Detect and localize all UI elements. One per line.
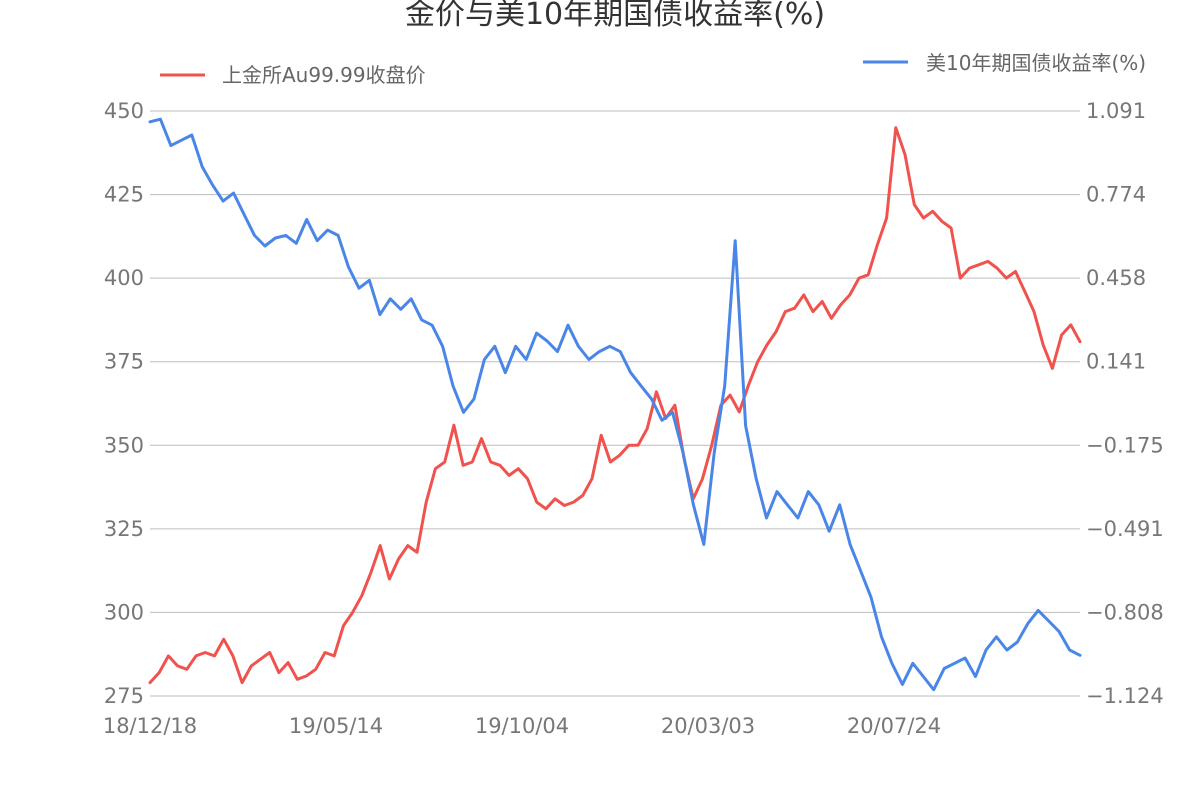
left-tick-label: 325	[104, 517, 144, 541]
left-tick-label: 450	[104, 99, 144, 123]
chart-title: 金价与美10年期国债收益率(%)	[405, 0, 825, 32]
left-axis-ticks: 275 300 325 350 375 400 425 450	[104, 99, 144, 708]
right-tick-label: −0.808	[1086, 600, 1164, 624]
legend-label-gold: 上金所Au99.99收盘价	[222, 63, 426, 87]
left-tick-label: 400	[104, 266, 144, 290]
x-tick-label: 20/03/03	[661, 714, 755, 738]
right-tick-label: 0.774	[1086, 183, 1146, 207]
left-tick-label: 300	[104, 600, 144, 624]
legend-item-yield: 美10年期国债收益率(%)	[863, 51, 1146, 75]
x-tick-label: 19/10/04	[475, 714, 569, 738]
right-tick-label: 0.141	[1086, 350, 1146, 374]
x-axis-ticks: 18/12/18 19/05/14 19/10/04 20/03/03 20/07/24	[103, 714, 941, 738]
right-tick-label: 1.091	[1086, 99, 1146, 123]
right-tick-label: 0.458	[1086, 266, 1146, 290]
right-tick-label: −0.491	[1086, 517, 1164, 541]
series-line-gold	[148, 126, 1082, 685]
x-tick-label: 18/12/18	[103, 714, 197, 738]
x-tick-label: 19/05/14	[289, 714, 383, 738]
x-tick-label: 20/07/24	[847, 714, 941, 738]
gridlines	[150, 110, 1080, 697]
right-tick-label: −0.175	[1086, 433, 1164, 457]
left-tick-label: 425	[104, 183, 144, 207]
legend-item-gold: 上金所Au99.99收盘价	[160, 63, 426, 87]
left-tick-label: 375	[104, 350, 144, 374]
legend-label-yield: 美10年期国债收益率(%)	[926, 51, 1146, 75]
right-tick-label: −1.124	[1086, 684, 1164, 708]
left-tick-label: 350	[104, 433, 144, 457]
series-line-yield	[148, 117, 1082, 692]
left-tick-label: 275	[104, 684, 144, 708]
series-layer	[148, 117, 1082, 692]
right-axis-ticks: −1.124 −0.808 −0.491 −0.175 0.141 0.458 0.774 1…	[1086, 99, 1164, 708]
